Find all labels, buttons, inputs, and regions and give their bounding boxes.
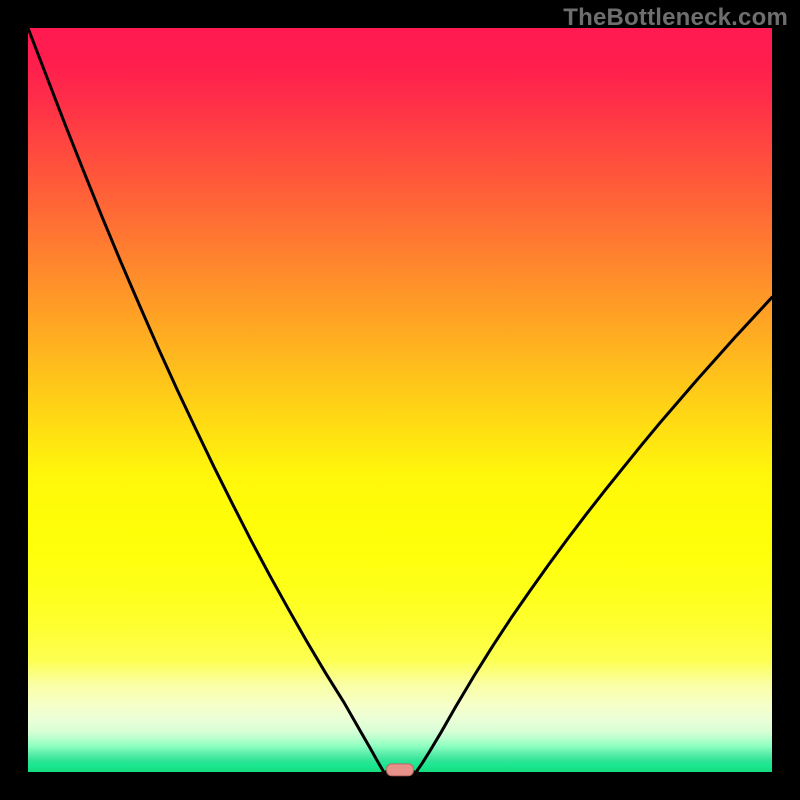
- watermark-text: TheBottleneck.com: [563, 4, 788, 32]
- trough-marker: [387, 764, 414, 776]
- plot-background: [28, 28, 772, 772]
- bottleneck-chart: [0, 0, 800, 800]
